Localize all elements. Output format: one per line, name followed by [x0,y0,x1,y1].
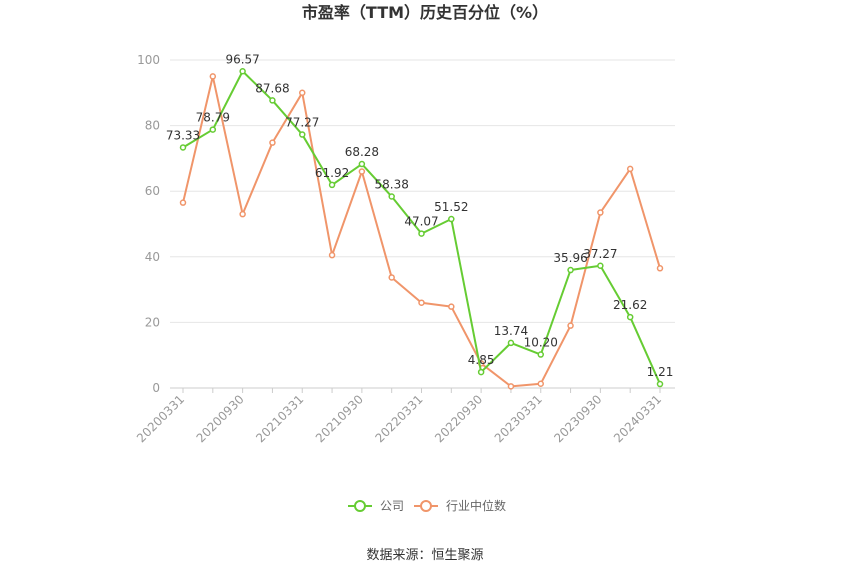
data-point[interactable] [358,168,366,175]
legend-label: 公司 [380,499,404,513]
legend[interactable]: 公司 行业中位数 [348,498,506,513]
legend-marker [420,500,432,512]
legend-marker [354,500,366,512]
x-tick-label: 20200331 [134,392,187,445]
x-tick-label: 20210930 [313,392,366,445]
data-label: 87.68 [255,81,289,95]
data-point[interactable] [328,181,336,189]
data-point[interactable] [269,139,276,146]
source-note: 数据来源：恒生聚源 [366,548,483,563]
data-point[interactable] [179,144,187,151]
data-point[interactable] [567,322,574,329]
data-label: 96.57 [225,52,259,66]
data-label: 47.07 [404,215,438,229]
data-point[interactable] [269,97,276,104]
data-point[interactable] [388,274,395,281]
x-tick-label: 20220930 [432,392,485,445]
data-point[interactable] [448,303,455,310]
data-label: 68.28 [345,145,379,159]
data-point[interactable] [507,339,515,347]
data-label: 77.27 [285,116,319,130]
y-tick-label: 100 [137,53,160,67]
data-label: 37.27 [583,247,617,261]
data-label: 10.20 [524,336,558,350]
x-tick-label: 20210331 [253,392,306,445]
data-point[interactable] [299,131,306,138]
data-point[interactable] [597,209,604,216]
data-label: 13.74 [494,324,528,338]
y-tick-label: 60 [145,184,160,198]
data-point[interactable] [477,368,485,376]
data-point[interactable] [507,383,515,390]
data-point[interactable] [597,262,604,270]
y-tick-label: 40 [145,250,160,264]
data-point[interactable] [656,265,664,272]
data-label: 51.52 [434,200,468,214]
data-point[interactable] [388,193,395,200]
x-axis: 20200331 20200930 20210331 20210930 20220331… [134,387,675,445]
data-point[interactable] [209,126,217,133]
data-point[interactable] [418,230,425,237]
data-label: 21.62 [613,298,647,312]
data-point[interactable] [626,165,634,173]
data-point[interactable] [656,380,664,388]
x-tick-label: 20200930 [194,392,247,445]
data-label: 78.79 [196,111,230,125]
data-point[interactable] [448,215,455,223]
data-label: 4.85 [468,353,495,367]
data-point[interactable] [239,68,246,75]
data-point[interactable] [567,266,574,274]
legend-label: 行业中位数 [446,498,506,513]
data-label: 73.33 [166,128,200,142]
series-group [179,68,664,390]
data-point[interactable] [537,380,544,387]
data-point[interactable] [358,160,366,168]
data-point[interactable] [418,299,425,306]
chart-title: 市盈率（TTM）历史百分位（%） [302,3,548,22]
legend-item[interactable]: 公司 [348,499,404,513]
legend-item[interactable]: 行业中位数 [414,498,506,513]
data-label: 58.38 [375,178,409,192]
x-tick-label: 20230331 [492,392,545,445]
data-point[interactable] [299,89,306,97]
data-point[interactable] [537,351,544,358]
data-labels: 73.33 78.79 96.57 87.68 77.27 61.92 68.28 58.38… [166,52,674,379]
data-label: 1.21 [647,365,674,379]
data-point[interactable] [179,199,187,206]
data-point[interactable] [239,210,246,218]
data-point[interactable] [626,313,634,321]
x-tick-label: 20240331 [611,392,664,445]
data-label: 35.96 [553,251,587,265]
y-tick-label: 80 [145,119,160,133]
data-label: 61.92 [315,166,349,180]
x-tick-label: 20230930 [551,392,604,445]
x-tick-label: 20220331 [373,392,426,445]
data-point[interactable] [328,251,336,259]
data-point[interactable] [209,73,217,80]
y-tick-label: 0 [152,381,160,395]
grid [170,59,675,323]
y-axis: 0 20 40 60 80 100 [137,53,160,395]
y-tick-label: 20 [145,315,160,329]
